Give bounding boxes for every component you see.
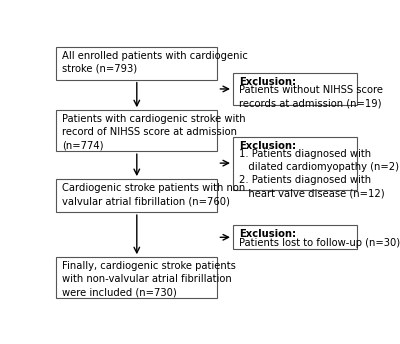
- Text: Patients lost to follow-up (n=30): Patients lost to follow-up (n=30): [239, 238, 400, 248]
- Text: All enrolled patients with cardiogenic
stroke (n=793): All enrolled patients with cardiogenic s…: [62, 51, 248, 74]
- Text: Finally, cardiogenic stroke patients
with non-valvular atrial fibrillation
were : Finally, cardiogenic stroke patients wit…: [62, 261, 236, 298]
- FancyBboxPatch shape: [233, 225, 357, 249]
- Text: Exclusion:: Exclusion:: [239, 77, 296, 87]
- FancyBboxPatch shape: [233, 73, 357, 105]
- FancyBboxPatch shape: [233, 137, 357, 190]
- Text: Patients without NIHSS score
records at admission (n=19): Patients without NIHSS score records at …: [239, 85, 383, 109]
- Text: 1. Patients diagnosed with
   dilated cardiomyopathy (n=2)
2. Patients diagnosed: 1. Patients diagnosed with dilated cardi…: [239, 149, 399, 198]
- FancyBboxPatch shape: [56, 179, 218, 212]
- Text: Exclusion:: Exclusion:: [239, 229, 296, 239]
- Text: Exclusion:: Exclusion:: [239, 141, 296, 151]
- FancyBboxPatch shape: [56, 46, 218, 80]
- FancyBboxPatch shape: [56, 257, 218, 298]
- Text: Cardiogenic stroke patients with non
valvular atrial fibrillation (n=760): Cardiogenic stroke patients with non val…: [62, 183, 246, 206]
- FancyBboxPatch shape: [56, 110, 218, 151]
- Text: Patients with cardiogenic stroke with
record of NIHSS score at admission
(n=774): Patients with cardiogenic stroke with re…: [62, 114, 246, 151]
